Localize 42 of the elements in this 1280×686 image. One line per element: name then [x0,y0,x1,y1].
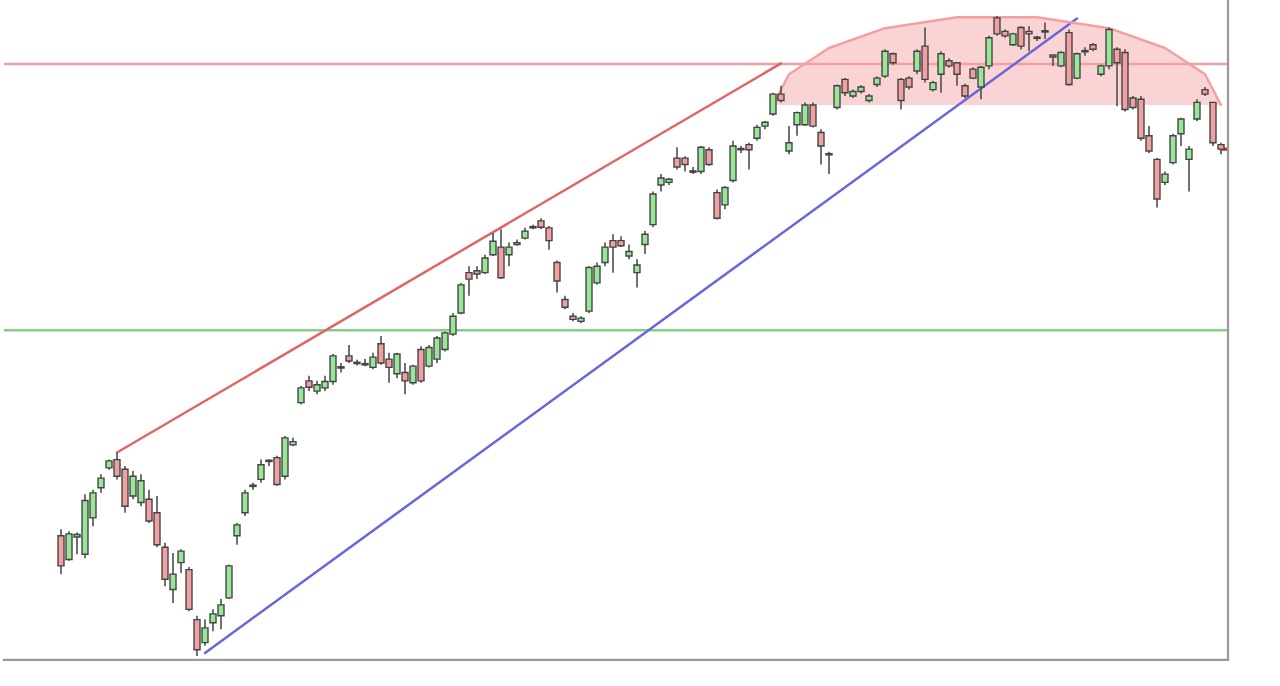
candlestick [1185,145,1193,193]
candlestick [785,125,793,156]
candlestick [57,528,65,575]
candlestick [193,614,201,657]
candlestick [553,259,561,294]
candlestick [633,258,641,289]
candlestick [1153,157,1161,209]
candlestick [217,598,225,631]
candlestick [809,101,817,129]
candlestick [585,265,593,314]
candlestick [417,345,425,384]
candlestick [329,353,337,386]
candlestick [545,225,553,251]
candlestick [713,188,721,221]
candlestick [241,488,249,517]
candlestick [881,48,889,79]
candlestick [673,146,681,171]
candlestick [817,128,825,166]
candlestick [481,253,489,275]
candlestick [1025,25,1033,53]
candlestick [745,141,753,171]
candlestick [729,139,737,184]
candlestick [1169,132,1177,166]
candlestick [793,110,801,137]
candlestick [497,228,505,280]
candlestick [1193,98,1201,122]
candlestick [697,145,705,175]
candlestick [257,458,265,484]
candlestick [913,48,921,76]
candlestick [1017,25,1025,51]
candlestick [609,233,617,274]
candlestick [129,470,137,501]
candlestick [433,335,441,364]
candlestick [233,522,241,546]
candlestick [897,77,905,111]
candlestick [1041,21,1049,40]
candlestick [705,146,713,167]
candlestick [833,83,841,111]
candlestick [281,435,289,481]
candlestick [641,230,649,255]
candlestick [649,190,657,229]
candlestick [937,50,945,94]
